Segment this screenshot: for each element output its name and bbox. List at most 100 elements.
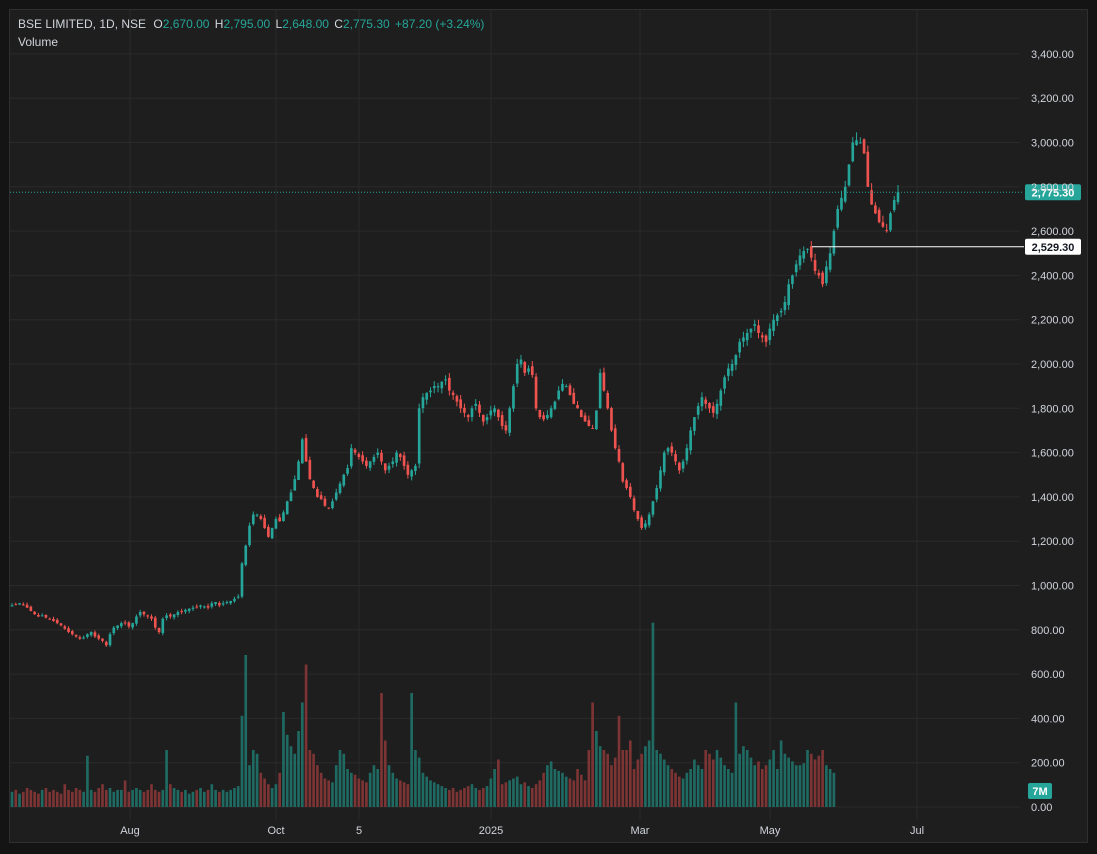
volume-bar (300, 702, 304, 807)
candle-body (71, 631, 74, 635)
candle-body (285, 501, 289, 515)
volume-bar (745, 750, 749, 807)
volume-bar (86, 755, 89, 807)
candle-body (538, 409, 542, 418)
chart-panel[interactable] (9, 9, 1088, 843)
volume-bar (285, 734, 289, 807)
candle-body (809, 246, 813, 258)
candle-body (293, 479, 297, 491)
volume-bar (598, 746, 602, 807)
candle-body (270, 527, 274, 539)
candle-body (847, 164, 851, 186)
volume-bar (357, 778, 361, 807)
candle-body (802, 251, 806, 259)
volume-bar (417, 757, 421, 807)
candle-body (89, 632, 93, 636)
volume-bar (131, 789, 134, 807)
candle-body (44, 614, 48, 618)
candle-body (715, 403, 719, 415)
volume-bar (678, 776, 681, 807)
candle-body (406, 464, 410, 475)
candle-body (297, 461, 300, 480)
candle-body (832, 231, 836, 254)
volume-bar (730, 772, 734, 807)
volume-bar (267, 784, 270, 807)
volume-bar (742, 746, 745, 807)
volume-badge (1028, 783, 1052, 799)
volume-bar (165, 750, 168, 807)
candle-body (858, 142, 862, 144)
candle-body (783, 301, 787, 311)
volume-bar (229, 789, 232, 807)
volume-bar (519, 784, 523, 807)
volume-bar (640, 753, 643, 807)
volume-bar (821, 750, 824, 807)
volume-bar (632, 769, 636, 807)
volume-bar (760, 769, 764, 807)
candle-body (504, 425, 508, 431)
volume-bar (199, 788, 202, 807)
candle-body (380, 452, 383, 462)
candle-body (734, 355, 738, 365)
candle-body (444, 379, 447, 381)
volume-bar (180, 791, 183, 807)
volume-bar (55, 791, 59, 807)
volume-bar (74, 788, 78, 807)
volume-bar (689, 769, 692, 807)
candle-body (640, 517, 643, 528)
candle-body (342, 474, 346, 486)
volume-bar (21, 791, 25, 807)
volume-legend: Volume (18, 35, 59, 49)
candle-body (323, 498, 327, 506)
volume-bar (218, 791, 221, 807)
candle-body (153, 617, 157, 628)
volume-bar (108, 788, 112, 807)
volume-bar (738, 753, 741, 807)
candle-body (632, 498, 636, 511)
candle-body (176, 612, 180, 615)
price-tick-label: 600.00 (1031, 669, 1065, 681)
candle-body (112, 627, 116, 634)
candle-body (651, 501, 655, 515)
candle-body (678, 462, 681, 471)
candle-body (349, 448, 353, 467)
candle-body (772, 319, 775, 331)
open-value: 2,670.00 (162, 17, 210, 31)
volume-bar (202, 791, 206, 807)
volume-bar (169, 784, 172, 807)
candle-body (93, 632, 97, 637)
volume-bar (436, 784, 440, 807)
volume-bar (583, 780, 587, 807)
price-tick-label: 3,200.00 (1031, 93, 1074, 105)
candle-body (877, 209, 881, 223)
time-axis: Aug Oct 5 2025 Mar May Jul (120, 825, 924, 837)
volume-bar (757, 761, 760, 807)
volume-bar (670, 769, 674, 807)
candle-body (218, 602, 221, 606)
candle-body (889, 213, 892, 231)
candle-body (63, 626, 67, 629)
open-label: O (153, 17, 163, 31)
volume-bar (595, 731, 598, 807)
volume-bar (674, 772, 677, 807)
volume-bar (380, 693, 383, 807)
candle-body (825, 266, 828, 284)
volume-bar (89, 789, 93, 807)
volume-bar (802, 763, 806, 807)
candle-body (700, 397, 704, 407)
price-tick-label: 3,000.00 (1031, 138, 1074, 150)
candle-body (644, 523, 647, 528)
candle-body (621, 463, 625, 482)
volume-bar (251, 750, 255, 807)
volume-bar (493, 769, 496, 807)
volume-bar (523, 782, 527, 807)
volume-bar (236, 786, 240, 807)
volume-bar (312, 753, 315, 807)
candle-body (165, 615, 168, 619)
volume-bar (316, 765, 319, 807)
volume-bar (361, 780, 364, 807)
candle-body (421, 397, 425, 409)
candle-body (843, 186, 847, 202)
